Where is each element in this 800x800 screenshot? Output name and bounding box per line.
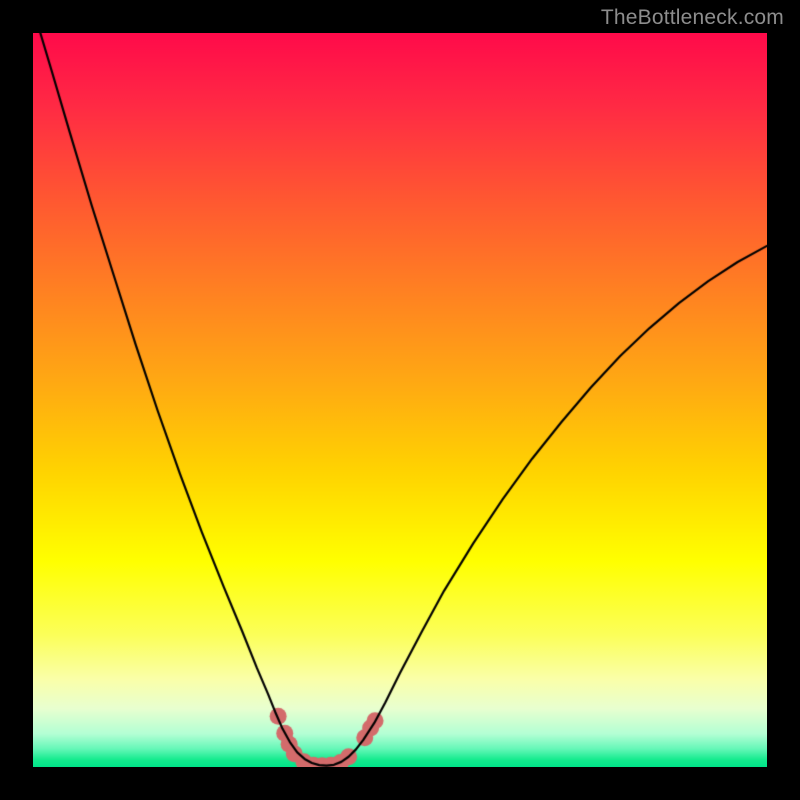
bottleneck-curve	[33, 33, 767, 767]
watermark-text: TheBottleneck.com	[601, 6, 784, 30]
chart-stage: TheBottleneck.com	[0, 0, 800, 800]
plot-area	[33, 33, 767, 767]
